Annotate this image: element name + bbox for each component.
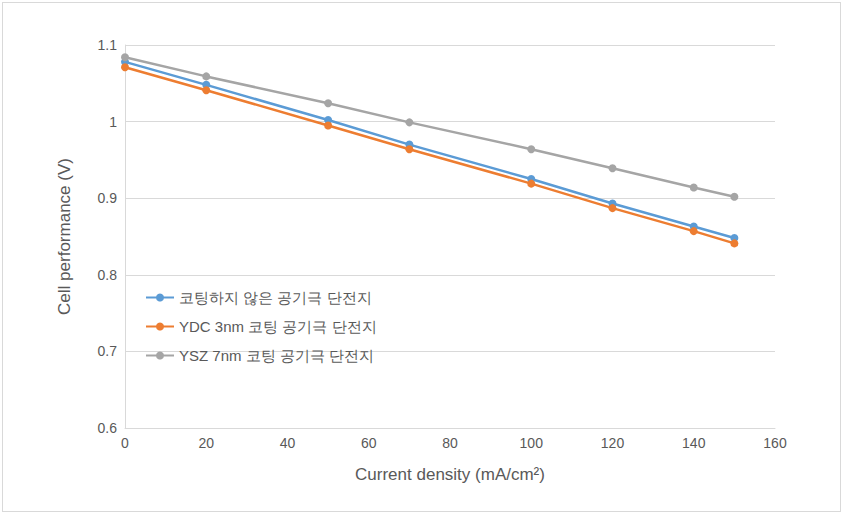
svg-text:160: 160 <box>763 435 787 451</box>
svg-text:1: 1 <box>109 114 117 130</box>
svg-text:0: 0 <box>121 435 129 451</box>
svg-text:140: 140 <box>682 435 706 451</box>
svg-text:100: 100 <box>520 435 544 451</box>
svg-text:80: 80 <box>442 435 458 451</box>
svg-text:Current density (mA/cm²): Current density (mA/cm²) <box>355 465 545 484</box>
svg-text:20: 20 <box>198 435 214 451</box>
svg-text:1.1: 1.1 <box>98 37 118 53</box>
svg-text:40: 40 <box>280 435 296 451</box>
svg-text:YSZ 7nm 코팅 공기극 단전지: YSZ 7nm 코팅 공기극 단전지 <box>179 347 374 364</box>
svg-text:Cell performance (V): Cell performance (V) <box>55 158 74 315</box>
svg-text:코팅하지 않은 공기극 단전지: 코팅하지 않은 공기극 단전지 <box>179 289 372 306</box>
svg-text:YDC 3nm 코팅 공기극 단전지: YDC 3nm 코팅 공기극 단전지 <box>179 318 377 335</box>
svg-text:0.8: 0.8 <box>98 267 118 283</box>
svg-text:60: 60 <box>361 435 377 451</box>
svg-text:0.7: 0.7 <box>98 343 118 359</box>
svg-text:0.6: 0.6 <box>98 420 118 436</box>
svg-text:120: 120 <box>601 435 625 451</box>
svg-text:0.9: 0.9 <box>98 190 118 206</box>
